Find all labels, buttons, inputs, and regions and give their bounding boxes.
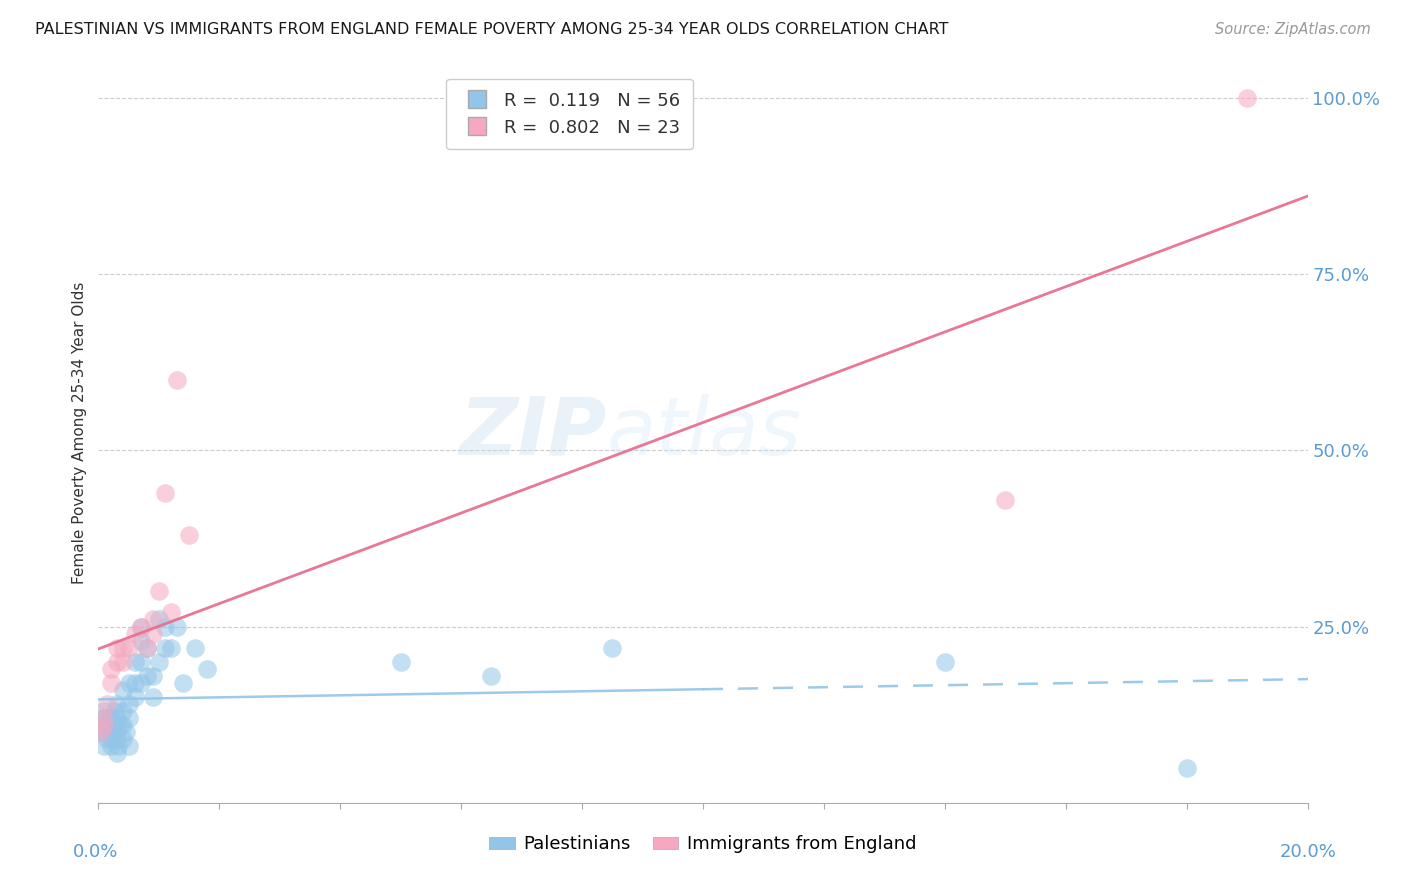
Point [934,655,956,669]
Point [91,711,114,725]
Point [103,718,125,732]
Point [135,640,157,655]
Point [172,676,194,690]
Point [129,619,152,633]
Point [481,669,503,683]
Point [108,718,131,732]
Point [96,697,118,711]
Point [111,732,134,747]
Point [142,626,165,640]
Point [111,655,134,669]
Point [124,690,146,704]
Point [111,640,134,655]
Point [105,697,128,711]
Point [124,676,146,690]
Point [105,655,128,669]
Point [100,711,122,725]
Point [107,739,129,754]
Point [153,640,176,655]
Point [129,633,152,648]
Point [118,739,141,754]
Point [124,655,146,669]
Point [114,725,136,739]
Point [98,718,121,732]
Point [100,725,122,739]
Point [129,655,152,669]
Point [105,711,128,725]
Point [166,373,188,387]
Point [93,718,115,732]
Point [142,690,165,704]
Point [118,640,141,655]
Text: atlas: atlas [606,393,801,472]
Point [389,655,412,669]
Point [602,640,624,655]
Text: ZIP: ZIP [458,393,606,472]
Point [111,718,134,732]
Point [129,676,152,690]
Text: Source: ZipAtlas.com: Source: ZipAtlas.com [1215,22,1371,37]
Point [103,704,125,718]
Point [100,739,122,754]
Point [100,732,122,747]
Point [111,683,134,698]
Point [93,704,115,718]
Legend: R =  0.119   N = 56, R =  0.802   N = 23: R = 0.119 N = 56, R = 0.802 N = 23 [446,78,693,149]
Point [105,747,128,761]
Point [184,640,207,655]
Point [1175,760,1198,774]
Point [153,485,176,500]
Point [195,662,218,676]
Point [142,669,165,683]
Legend: Palestinians, Immigrants from England: Palestinians, Immigrants from England [482,829,924,861]
Point [111,704,134,718]
Point [179,528,201,542]
Point [160,640,183,655]
Point [135,669,157,683]
Point [90,725,112,739]
Point [118,711,141,725]
Point [90,725,112,739]
Point [93,739,115,754]
Point [994,492,1017,507]
Point [100,662,122,676]
Point [148,612,170,626]
Point [91,711,114,725]
Point [105,640,128,655]
Point [153,619,176,633]
Point [105,725,128,739]
Point [94,725,117,739]
Text: 0.0%: 0.0% [73,843,118,861]
Y-axis label: Female Poverty Among 25-34 Year Olds: Female Poverty Among 25-34 Year Olds [72,282,87,583]
Point [100,676,122,690]
Point [129,619,152,633]
Point [118,676,141,690]
Point [142,612,165,626]
Point [135,640,157,655]
Text: 20.0%: 20.0% [1279,843,1336,861]
Point [93,718,115,732]
Point [118,697,141,711]
Point [148,584,170,599]
Point [166,619,188,633]
Text: PALESTINIAN VS IMMIGRANTS FROM ENGLAND FEMALE POVERTY AMONG 25-34 YEAR OLDS CORR: PALESTINIAN VS IMMIGRANTS FROM ENGLAND F… [35,22,949,37]
Point [1236,91,1258,105]
Point [124,626,146,640]
Point [96,732,118,747]
Point [160,606,183,620]
Point [148,655,170,669]
Point [96,711,118,725]
Point [105,732,128,747]
